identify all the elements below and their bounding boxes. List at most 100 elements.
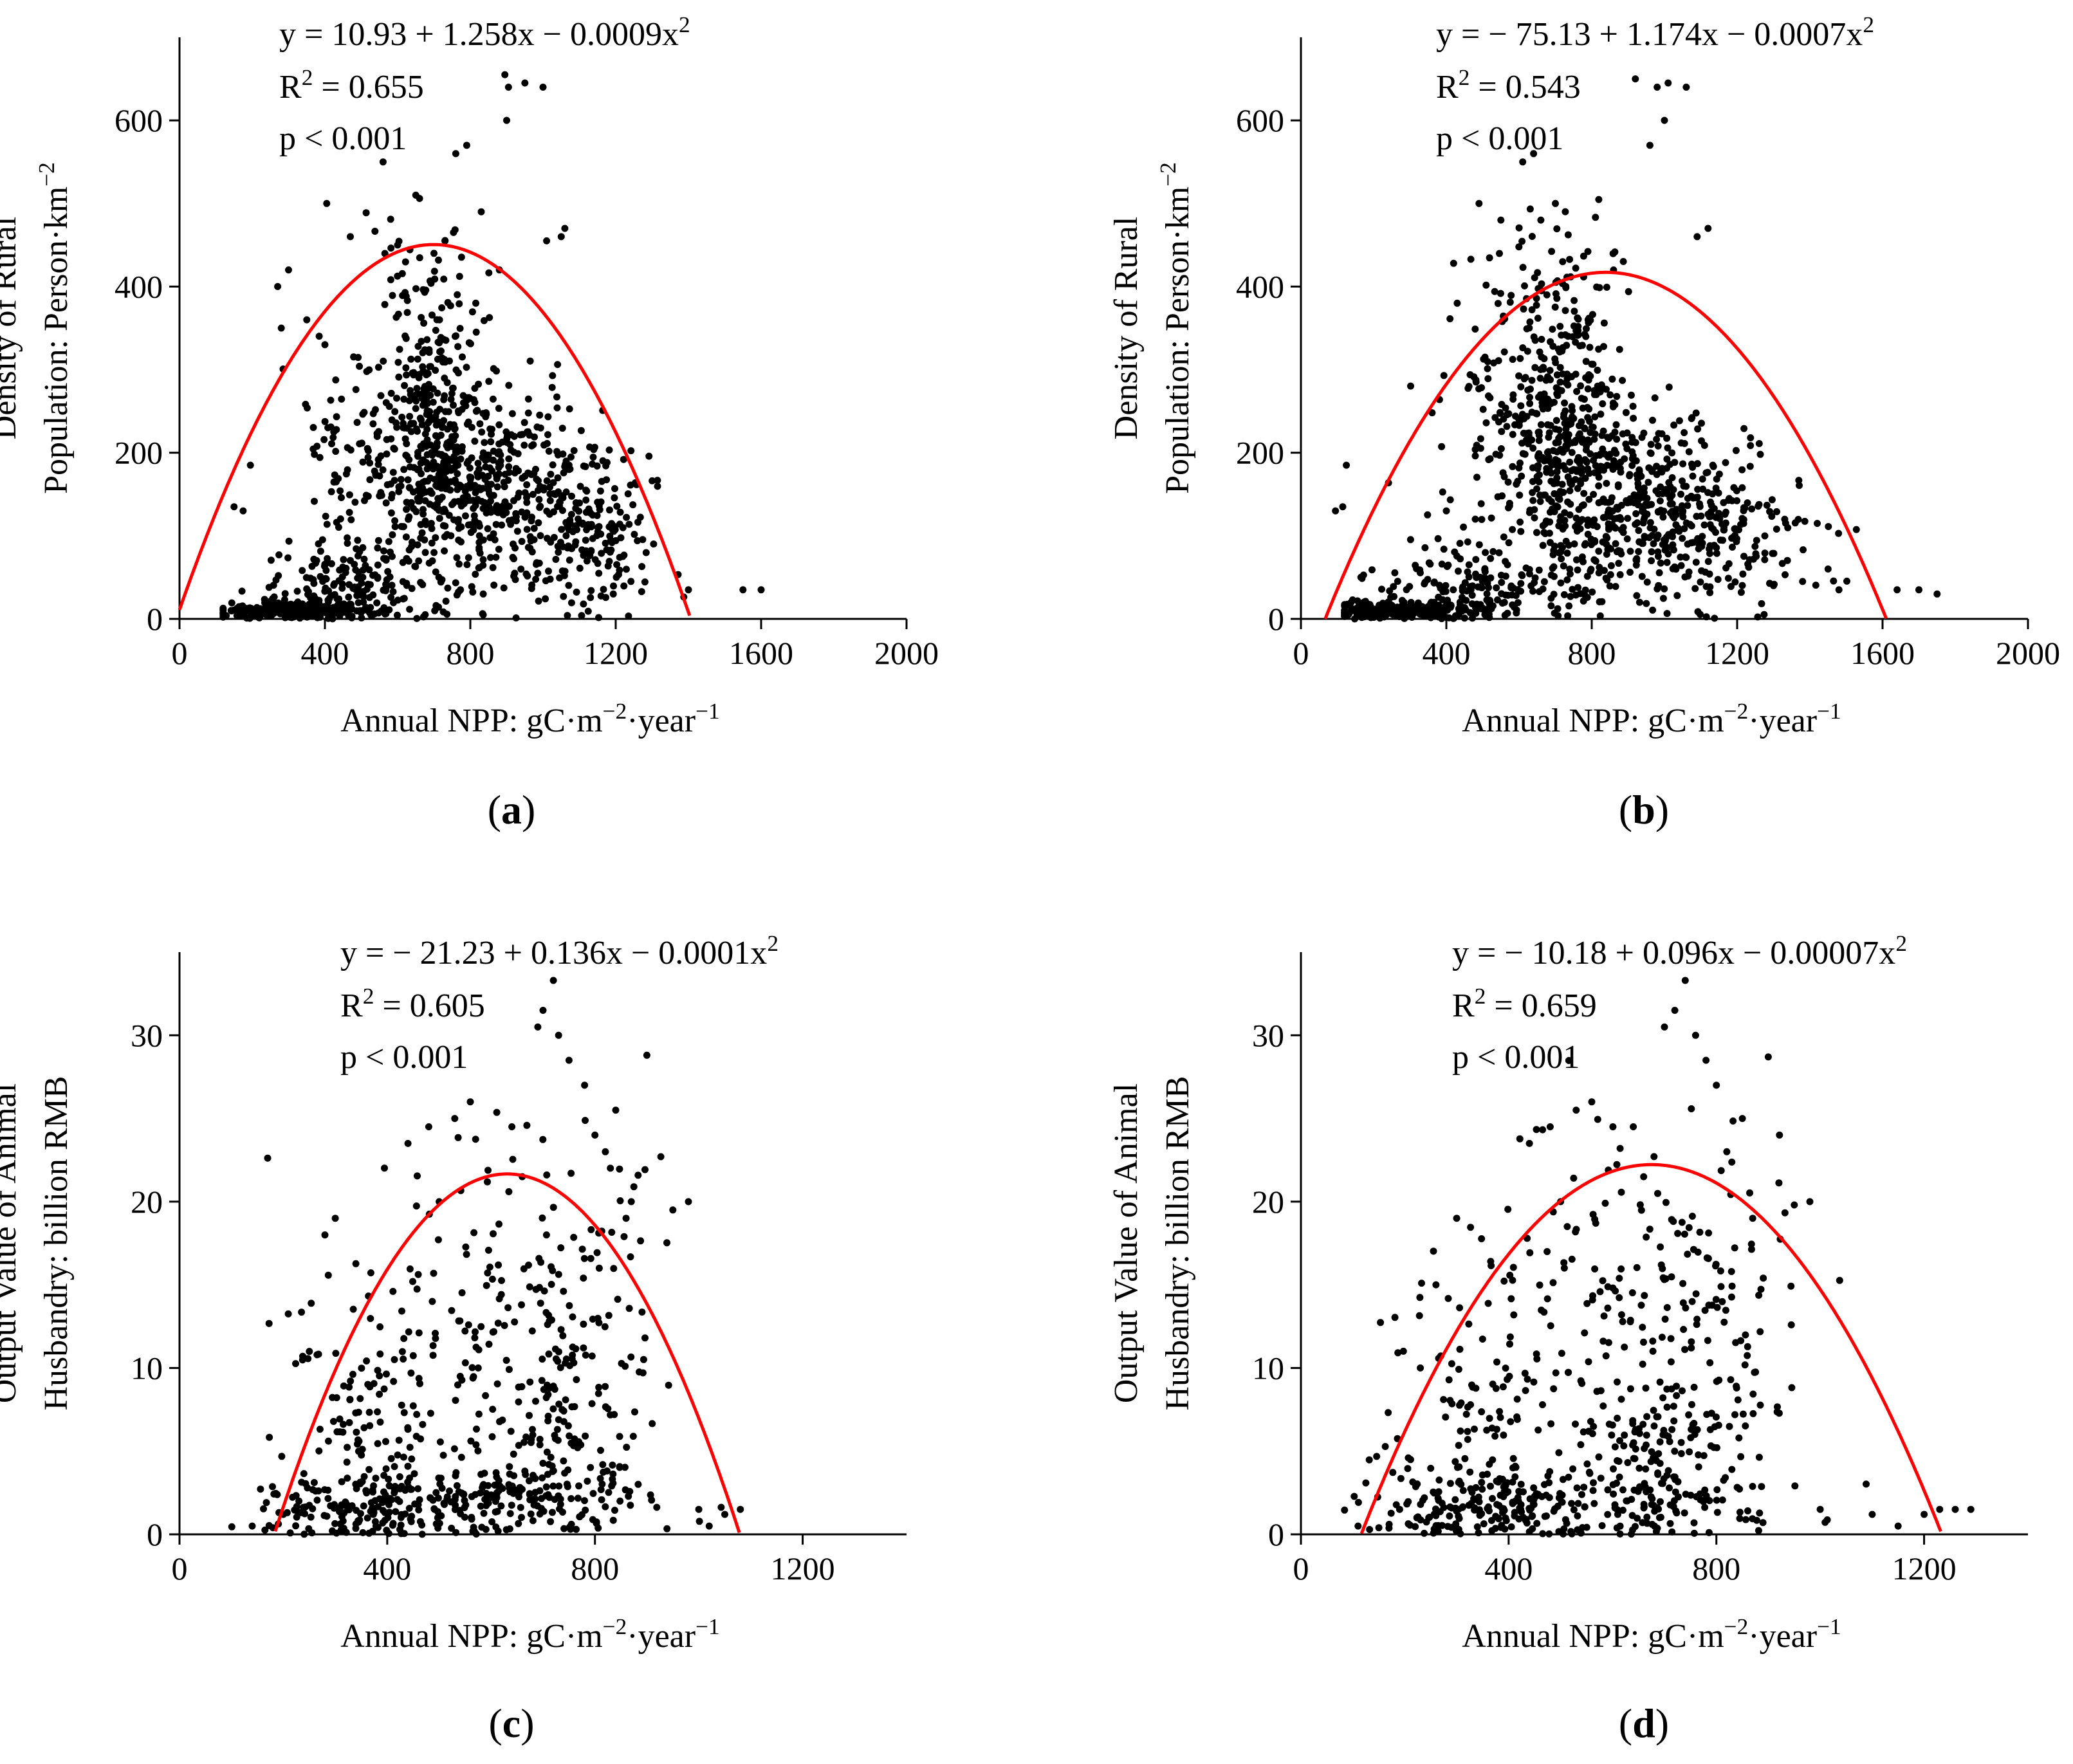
data-point [1697,578,1704,586]
data-point [1739,1410,1747,1418]
data-point [1621,455,1628,463]
data-point [1824,565,1832,573]
data-point [432,568,439,576]
data-point [1639,1361,1646,1368]
data-point [333,413,340,421]
superscript: 2 [363,983,374,1009]
data-point [1557,579,1565,587]
data-point [1653,1456,1660,1464]
data-point [430,268,438,275]
data-point [634,1171,642,1179]
data-point [1590,436,1598,443]
x-tick-label: 400 [1423,635,1471,671]
data-point [1781,1209,1789,1217]
data-point [400,419,407,427]
data-point [412,508,420,515]
data-point [1575,506,1583,513]
data-point [1590,491,1598,498]
data-point [1693,1316,1701,1323]
data-point [333,1529,340,1537]
data-point [1530,1484,1538,1492]
data-point [1616,345,1623,353]
data-point [1630,1123,1637,1130]
data-point [525,1262,532,1269]
data-point [1579,404,1587,412]
data-point [1424,612,1432,620]
data-point [425,1123,432,1130]
data-point [1571,308,1578,315]
data-point [1509,463,1516,470]
data-point [1674,1478,1682,1485]
data-point [1416,1294,1424,1301]
data-point [1739,570,1747,578]
data-point [567,1170,575,1177]
data-point [580,551,587,559]
data-point [1547,421,1554,429]
data-point [583,487,591,495]
data-point [1699,533,1706,540]
data-point [1424,511,1432,519]
data-point [524,395,532,403]
data-point [1596,465,1603,472]
data-point [1678,1218,1686,1226]
data-point [1467,1224,1475,1231]
data-point [544,1391,552,1399]
data-point [1681,1230,1688,1238]
data-point [495,1220,502,1228]
data-point [306,1348,313,1355]
data-point [1657,1480,1665,1487]
data-point [499,502,507,510]
data-point [1700,521,1708,529]
data-point [1626,547,1634,555]
data-point [535,1254,543,1262]
data-point [1617,1188,1625,1196]
data-point [487,497,494,505]
data-point [351,560,358,568]
data-point [414,541,421,549]
y-tick-label: 200 [1236,435,1284,471]
data-point [1565,1057,1572,1064]
data-point [1585,405,1593,413]
data-point [1564,498,1572,506]
data-point [1670,1417,1678,1425]
data-point [1498,428,1506,436]
data-point [518,1514,525,1521]
data-point [1688,1298,1696,1305]
data-point [1385,598,1392,606]
data-point [484,481,492,488]
data-point [1540,578,1548,585]
data-point [448,1307,456,1314]
data-point [1967,1505,1975,1513]
data-point [462,1501,470,1509]
data-point [1604,1304,1612,1312]
data-point [614,1296,622,1303]
data-point [495,448,503,455]
data-point [1616,1437,1623,1444]
data-point [1478,1235,1486,1242]
data-point [647,1491,654,1499]
data-point [560,1457,567,1465]
data-point [1544,1472,1552,1480]
data-point [1715,489,1722,497]
data-point [1605,544,1613,552]
data-point [570,446,578,454]
data-point [1563,371,1571,378]
data-point [506,1525,513,1532]
data-point [1387,1509,1395,1517]
data-point [1565,1473,1572,1481]
data-point [1535,437,1543,445]
data-point [570,1233,578,1241]
data-point [432,1489,440,1496]
data-point [1558,1498,1565,1505]
data-point [447,302,454,309]
data-point [1556,495,1563,503]
data-point [380,586,387,594]
y-tick-label: 0 [147,601,163,637]
data-point [457,455,465,463]
data-point [1472,1484,1480,1491]
data-point [419,367,427,375]
data-point [513,528,521,535]
data-point [524,572,531,580]
y-axis-title-line2: Population: Person·km−2 [1155,162,1196,494]
data-point [502,1357,510,1364]
